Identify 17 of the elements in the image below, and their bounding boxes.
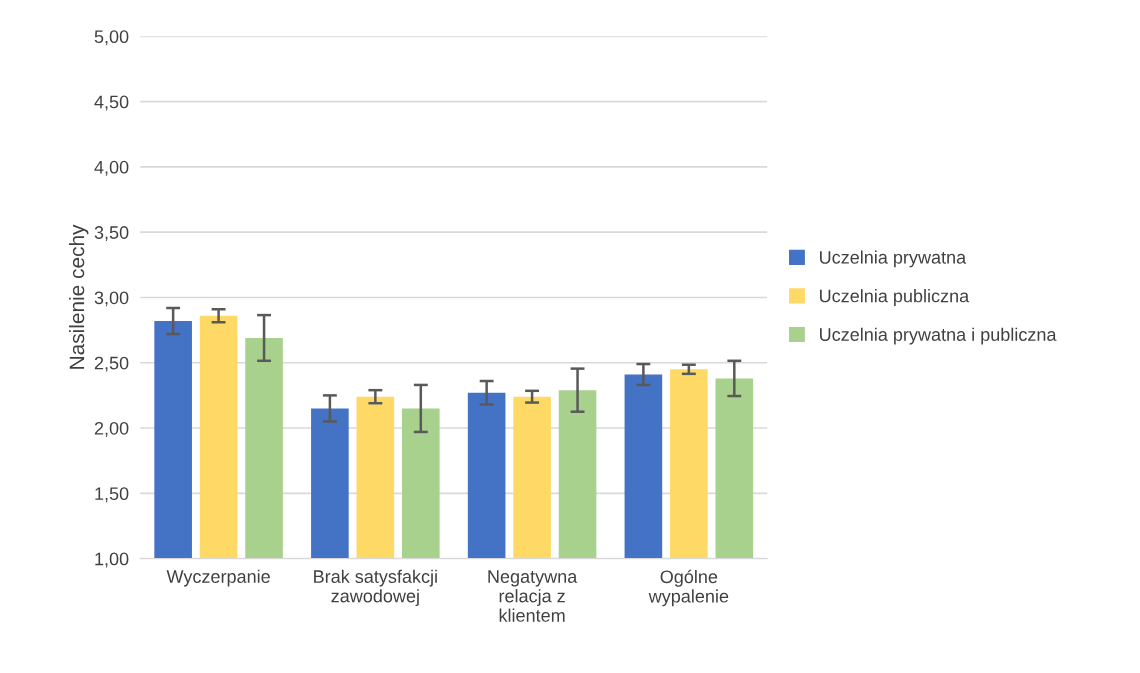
y-axis-title: Nasilenie cechy: [68, 224, 89, 369]
legend-label: Uczelnia prywatna i publiczna: [820, 327, 1057, 345]
y-tick-label: 4,50: [94, 95, 129, 111]
y-tick-label: 3,50: [94, 226, 129, 242]
y-tick-label: 4,00: [94, 160, 129, 176]
legend-label: Uczelnia prywatna: [820, 250, 967, 268]
x-tick-label: Brak satysfakcji zawodowej: [314, 569, 437, 606]
y-tick-label: 2,50: [94, 356, 129, 372]
y-tick-label: 1,50: [95, 487, 129, 503]
y-tick-label: 2,00: [94, 421, 129, 437]
x-tick-label: Negatywna relacja z klientem: [488, 570, 578, 622]
x-tick-label: Wyczerpanie: [166, 569, 270, 587]
x-tick-label: Ogólne wypalenie: [648, 569, 729, 607]
y-tick-label: 3,00: [94, 291, 129, 307]
y-tick-label: 1,00: [95, 552, 129, 568]
y-tick-label: 5,00: [94, 30, 129, 46]
legend-label: Uczelnia publiczna: [820, 289, 970, 306]
